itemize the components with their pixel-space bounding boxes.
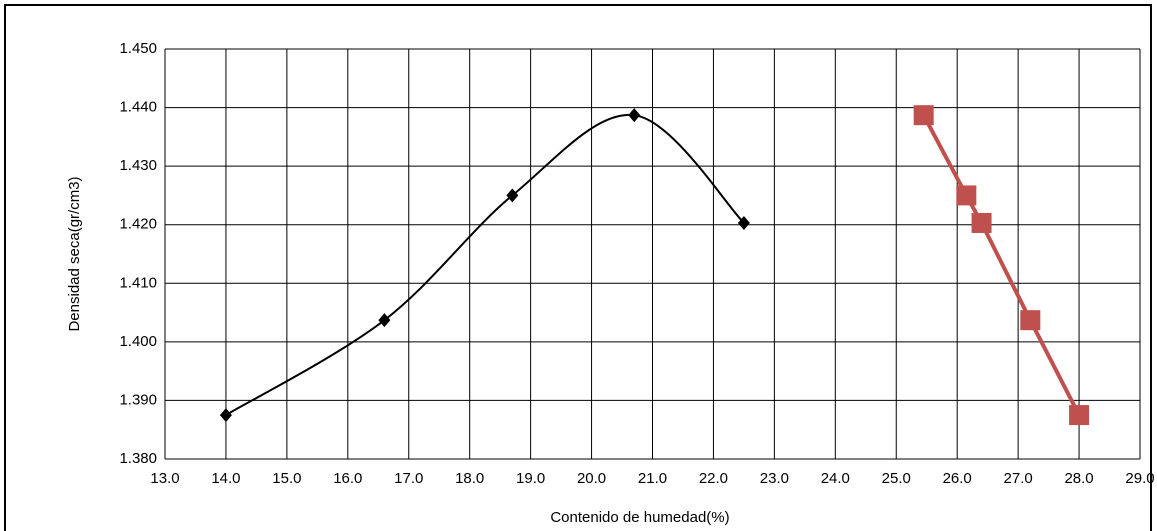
y-tick-label: 1.450 bbox=[119, 40, 157, 57]
x-tick-label: 15.0 bbox=[272, 470, 301, 487]
marker bbox=[971, 212, 992, 233]
x-tick-label: 13.0 bbox=[150, 470, 179, 487]
y-tick-label: 1.420 bbox=[119, 216, 157, 233]
marker bbox=[219, 408, 232, 423]
marker bbox=[378, 313, 391, 328]
marker bbox=[506, 188, 519, 203]
marker bbox=[913, 105, 934, 126]
y-tick-label: 1.390 bbox=[119, 391, 157, 408]
x-tick-label: 26.0 bbox=[943, 470, 972, 487]
x-tick-label: 24.0 bbox=[821, 470, 850, 487]
x-axis-title: Contenido de humedad(%) bbox=[550, 509, 729, 526]
x-tick-label: 28.0 bbox=[1064, 470, 1093, 487]
marker bbox=[1020, 310, 1041, 331]
x-tick-label: 21.0 bbox=[638, 470, 667, 487]
marker bbox=[628, 108, 641, 123]
x-tick-label: 27.0 bbox=[1004, 470, 1033, 487]
x-tick-label: 18.0 bbox=[455, 470, 484, 487]
x-tick-label: 19.0 bbox=[516, 470, 545, 487]
x-tick-label: 20.0 bbox=[577, 470, 606, 487]
y-tick-label: 1.410 bbox=[119, 274, 157, 291]
marker bbox=[737, 215, 750, 230]
y-tick-label: 1.440 bbox=[119, 99, 157, 116]
y-tick-label: 1.380 bbox=[119, 450, 157, 467]
x-tick-label: 22.0 bbox=[699, 470, 728, 487]
x-tick-label: 25.0 bbox=[882, 470, 911, 487]
x-tick-label: 16.0 bbox=[333, 470, 362, 487]
x-tick-label: 14.0 bbox=[211, 470, 240, 487]
x-tick-label: 29.0 bbox=[1125, 470, 1154, 487]
y-tick-label: 1.430 bbox=[119, 157, 157, 174]
chart-frame bbox=[4, 4, 1152, 531]
y-tick-label: 1.400 bbox=[119, 333, 157, 350]
y-axis-title: Densidad seca(gr/cm3) bbox=[66, 176, 83, 331]
x-tick-label: 23.0 bbox=[760, 470, 789, 487]
marker bbox=[1069, 405, 1090, 426]
x-tick-label: 17.0 bbox=[394, 470, 423, 487]
marker bbox=[956, 185, 977, 206]
